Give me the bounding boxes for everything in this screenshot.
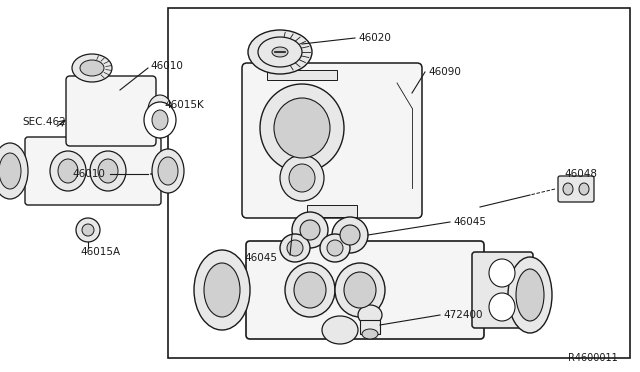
Ellipse shape: [204, 263, 240, 317]
Bar: [360, 320, 380, 334]
Ellipse shape: [563, 183, 573, 195]
Ellipse shape: [287, 240, 303, 256]
Ellipse shape: [332, 217, 368, 253]
Ellipse shape: [0, 153, 21, 189]
Ellipse shape: [50, 151, 86, 191]
Ellipse shape: [152, 110, 168, 130]
Ellipse shape: [152, 149, 184, 193]
Text: 46045: 46045: [244, 253, 277, 263]
Ellipse shape: [340, 225, 360, 245]
Ellipse shape: [98, 159, 118, 183]
Ellipse shape: [300, 220, 320, 240]
Text: 46015K: 46015K: [164, 100, 204, 110]
Ellipse shape: [58, 159, 78, 183]
Text: 46048: 46048: [564, 169, 597, 179]
Ellipse shape: [76, 218, 100, 242]
Ellipse shape: [292, 212, 328, 248]
Ellipse shape: [344, 272, 376, 308]
Ellipse shape: [335, 263, 385, 317]
Ellipse shape: [90, 151, 126, 191]
Ellipse shape: [0, 143, 28, 199]
FancyBboxPatch shape: [25, 137, 161, 205]
Ellipse shape: [327, 240, 343, 256]
Ellipse shape: [194, 250, 250, 330]
Ellipse shape: [516, 269, 544, 321]
FancyBboxPatch shape: [558, 176, 594, 202]
Text: SEC.462: SEC.462: [22, 117, 66, 127]
Ellipse shape: [280, 234, 310, 262]
Bar: [168, 8, 630, 358]
Text: 46045: 46045: [453, 217, 486, 227]
FancyBboxPatch shape: [242, 63, 422, 218]
Ellipse shape: [579, 183, 589, 195]
Ellipse shape: [272, 47, 288, 57]
Ellipse shape: [289, 164, 315, 192]
Ellipse shape: [80, 60, 104, 76]
Ellipse shape: [294, 272, 326, 308]
Ellipse shape: [322, 316, 358, 344]
Ellipse shape: [358, 305, 382, 325]
Ellipse shape: [158, 157, 178, 185]
Text: 46015A: 46015A: [80, 247, 120, 257]
Ellipse shape: [280, 155, 324, 201]
Ellipse shape: [285, 263, 335, 317]
FancyBboxPatch shape: [472, 252, 533, 328]
Text: 46090: 46090: [428, 67, 461, 77]
Text: 46010: 46010: [72, 169, 105, 179]
Ellipse shape: [258, 37, 302, 67]
Text: 46020: 46020: [358, 33, 391, 43]
Bar: [307, 205, 357, 217]
Ellipse shape: [260, 84, 344, 172]
Text: 46010: 46010: [150, 61, 183, 71]
Bar: [267, 70, 337, 80]
Ellipse shape: [248, 30, 312, 74]
FancyBboxPatch shape: [66, 76, 156, 146]
Ellipse shape: [72, 54, 112, 82]
Ellipse shape: [148, 95, 172, 125]
Text: 472400: 472400: [443, 310, 483, 320]
Ellipse shape: [362, 329, 378, 339]
FancyBboxPatch shape: [246, 241, 484, 339]
Ellipse shape: [489, 259, 515, 287]
Ellipse shape: [320, 234, 350, 262]
Ellipse shape: [489, 293, 515, 321]
Text: R4600011: R4600011: [568, 353, 618, 363]
Ellipse shape: [274, 98, 330, 158]
Ellipse shape: [82, 224, 94, 236]
Ellipse shape: [508, 257, 552, 333]
Ellipse shape: [144, 102, 176, 138]
